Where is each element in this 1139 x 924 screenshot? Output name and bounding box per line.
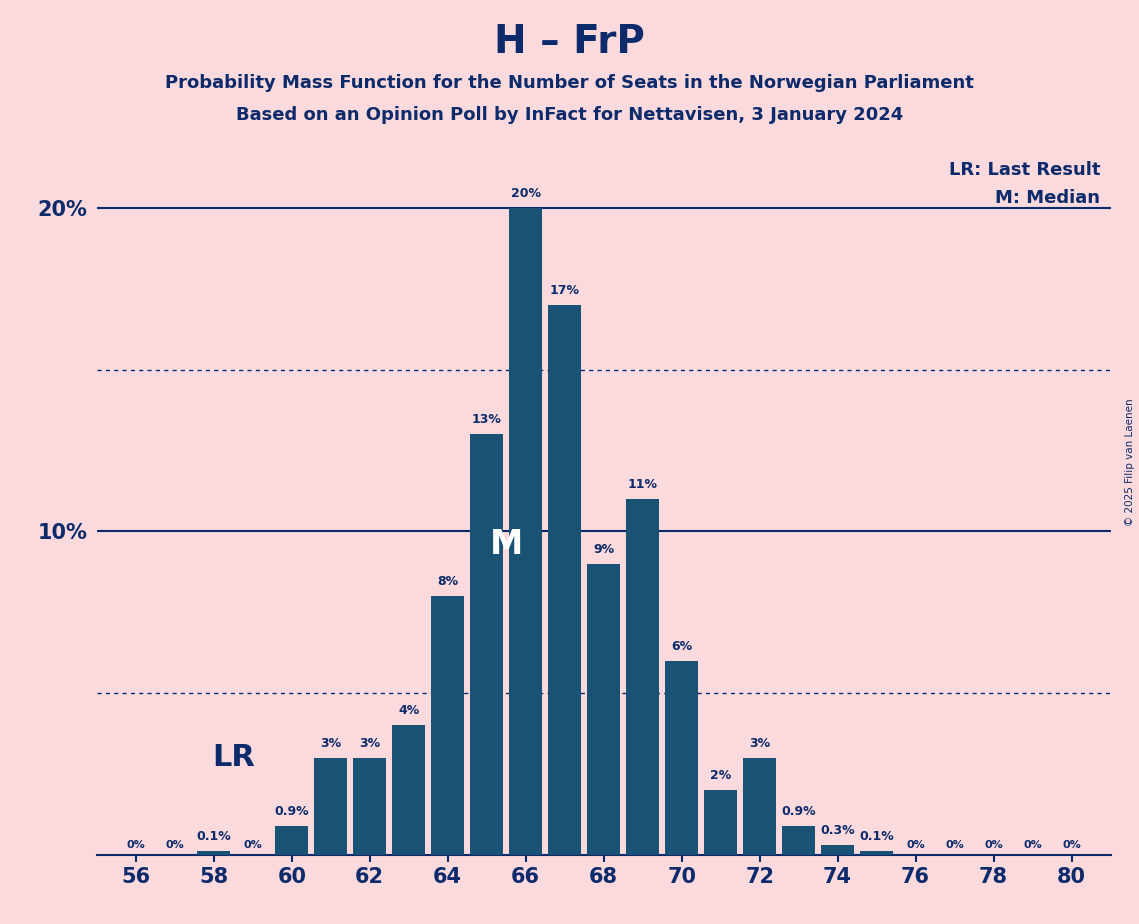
Text: 2%: 2% xyxy=(710,769,731,782)
Text: M: Median: M: Median xyxy=(995,189,1100,208)
Text: 3%: 3% xyxy=(749,736,770,749)
Bar xyxy=(509,208,542,855)
Text: 0.1%: 0.1% xyxy=(196,831,231,844)
Bar xyxy=(432,596,465,855)
Bar xyxy=(276,826,309,855)
Text: 13%: 13% xyxy=(472,413,501,426)
Text: 0.9%: 0.9% xyxy=(781,805,816,818)
Text: H – FrP: H – FrP xyxy=(494,22,645,61)
Bar xyxy=(353,758,386,855)
Bar xyxy=(548,305,581,855)
Text: 4%: 4% xyxy=(399,704,419,717)
Bar xyxy=(197,852,230,855)
Bar xyxy=(665,661,698,855)
Bar xyxy=(470,434,503,855)
Bar xyxy=(743,758,776,855)
Text: 0%: 0% xyxy=(165,840,185,850)
Text: Based on an Opinion Poll by InFact for Nettavisen, 3 January 2024: Based on an Opinion Poll by InFact for N… xyxy=(236,106,903,125)
Bar xyxy=(626,499,659,855)
Text: LR: Last Result: LR: Last Result xyxy=(949,161,1100,179)
Text: 0%: 0% xyxy=(907,840,925,850)
Bar xyxy=(821,845,854,855)
Text: 0.1%: 0.1% xyxy=(859,831,894,844)
Text: 0%: 0% xyxy=(1063,840,1081,850)
Text: 0%: 0% xyxy=(984,840,1003,850)
Text: Probability Mass Function for the Number of Seats in the Norwegian Parliament: Probability Mass Function for the Number… xyxy=(165,74,974,92)
Text: 17%: 17% xyxy=(550,284,580,297)
Text: 0.3%: 0.3% xyxy=(820,824,855,837)
Bar xyxy=(314,758,347,855)
Text: 0.9%: 0.9% xyxy=(274,805,309,818)
Text: 9%: 9% xyxy=(593,542,614,555)
Bar xyxy=(860,852,893,855)
Text: 3%: 3% xyxy=(359,736,380,749)
Bar xyxy=(392,725,425,855)
Text: 8%: 8% xyxy=(437,575,458,588)
Text: 0%: 0% xyxy=(126,840,145,850)
Bar xyxy=(782,826,816,855)
Text: 11%: 11% xyxy=(628,478,657,491)
Text: 3%: 3% xyxy=(320,736,342,749)
Text: M: M xyxy=(490,528,523,561)
Text: © 2025 Filip van Laenen: © 2025 Filip van Laenen xyxy=(1125,398,1134,526)
Text: 0%: 0% xyxy=(945,840,964,850)
Text: 20%: 20% xyxy=(510,187,541,200)
Text: 0%: 0% xyxy=(244,840,262,850)
Text: 6%: 6% xyxy=(671,639,693,652)
Bar xyxy=(704,790,737,855)
Bar xyxy=(587,564,621,855)
Text: 0%: 0% xyxy=(1023,840,1042,850)
Text: LR: LR xyxy=(212,743,255,772)
